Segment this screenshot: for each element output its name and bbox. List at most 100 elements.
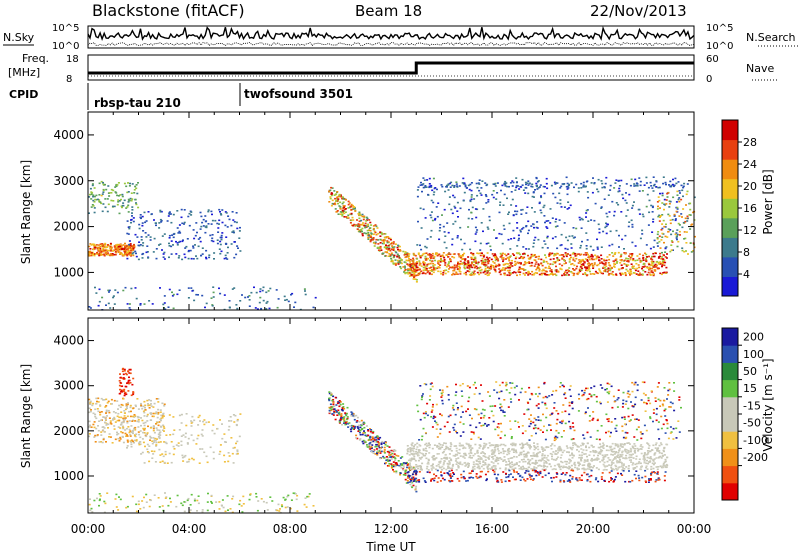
power-echo xyxy=(416,189,419,191)
velocity-echo xyxy=(649,456,652,458)
power-echo xyxy=(650,204,653,207)
power-echo xyxy=(676,233,679,236)
power-echo xyxy=(341,213,344,216)
power-echo xyxy=(399,249,402,251)
power-echo xyxy=(220,234,223,237)
power-echo xyxy=(366,217,369,220)
velocity-echo xyxy=(659,455,662,458)
power-echo xyxy=(546,187,549,190)
power-echo xyxy=(531,270,534,273)
power-echo xyxy=(132,251,135,254)
velocity-echo xyxy=(136,420,139,423)
velocity-echo xyxy=(367,429,370,431)
power-echo xyxy=(678,190,681,192)
velocity-echo xyxy=(100,431,103,433)
power-echo xyxy=(339,208,342,210)
velocity-echo xyxy=(339,419,342,422)
velocity-echo xyxy=(354,425,356,428)
power-echo xyxy=(459,267,461,269)
velocity-echo xyxy=(433,444,436,446)
velocity-echo xyxy=(522,458,525,461)
velocity-echo xyxy=(143,462,146,464)
power-echo xyxy=(486,272,489,274)
velocity-echo xyxy=(164,450,167,453)
velocity-echo xyxy=(141,419,144,422)
power-echo xyxy=(574,252,576,255)
power-echo xyxy=(131,206,134,208)
velocity-echo xyxy=(602,447,605,449)
velocity-echo xyxy=(98,504,100,507)
power-echo xyxy=(627,225,630,228)
velocity-echo xyxy=(221,499,224,501)
power-echo xyxy=(434,187,437,189)
power-echo xyxy=(592,267,595,269)
power-echo xyxy=(513,271,516,273)
power-echo xyxy=(663,241,665,244)
power-echo xyxy=(225,243,228,245)
velocity-echo xyxy=(584,460,587,462)
power-echo xyxy=(676,229,679,231)
power-echo xyxy=(337,198,340,200)
power-echo xyxy=(426,238,429,240)
power-echo xyxy=(218,208,221,211)
velocity-echo xyxy=(614,443,617,445)
power-echo xyxy=(199,236,202,239)
power-echo xyxy=(453,253,456,255)
power-echo xyxy=(642,266,645,268)
power-echo xyxy=(546,227,549,229)
power-echo xyxy=(122,289,125,292)
power-echo xyxy=(598,268,601,270)
power-echo xyxy=(442,225,445,228)
power-echo xyxy=(617,251,620,254)
velocity-echo xyxy=(581,464,584,467)
power-echo xyxy=(648,263,651,266)
velocity-echo xyxy=(132,391,135,393)
velocity-echo xyxy=(126,420,129,423)
velocity-echo xyxy=(614,457,617,460)
power-echo xyxy=(112,296,115,299)
power-echo xyxy=(511,180,514,182)
power-echo xyxy=(205,302,208,305)
power-echo xyxy=(471,266,474,269)
power-echo xyxy=(96,198,99,201)
power-echo xyxy=(168,256,170,259)
power-echo xyxy=(538,270,541,272)
velocity-echo xyxy=(203,419,206,421)
velocity-echo xyxy=(409,450,412,452)
power-echo xyxy=(663,259,666,261)
power-echo xyxy=(536,188,539,190)
power-echo xyxy=(490,264,493,266)
velocity-echo xyxy=(206,461,209,464)
velocity-echo xyxy=(399,473,402,476)
power-colorbar-swatch xyxy=(722,139,738,160)
power-echo xyxy=(349,213,352,215)
velocity-echo xyxy=(107,427,109,429)
velocity-echo xyxy=(108,417,111,419)
power-echo xyxy=(361,213,364,216)
power-echo xyxy=(509,272,512,274)
velocity-echo xyxy=(93,499,96,502)
velocity-echo xyxy=(578,468,580,470)
power-echo xyxy=(130,221,132,224)
power-echo xyxy=(654,252,657,255)
velocity-echo xyxy=(144,445,146,448)
velocity-echo xyxy=(454,455,457,457)
power-echo xyxy=(473,198,476,200)
power-echo xyxy=(519,271,522,273)
velocity-echo xyxy=(205,455,208,458)
power-echo xyxy=(407,269,410,272)
velocity-echo xyxy=(180,444,183,446)
power-echo xyxy=(456,236,459,239)
power-echo xyxy=(424,255,427,258)
velocity-echo xyxy=(172,453,175,456)
velocity-echo xyxy=(377,441,380,443)
velocity-echo xyxy=(212,457,215,460)
velocity-echo xyxy=(631,445,634,448)
velocity-echo xyxy=(155,427,158,429)
power-echo xyxy=(128,307,131,309)
velocity-echo xyxy=(617,467,620,469)
power-echo xyxy=(669,229,672,231)
power-echo xyxy=(509,262,512,264)
power-echo xyxy=(167,215,170,217)
velocity-echo xyxy=(368,442,371,445)
